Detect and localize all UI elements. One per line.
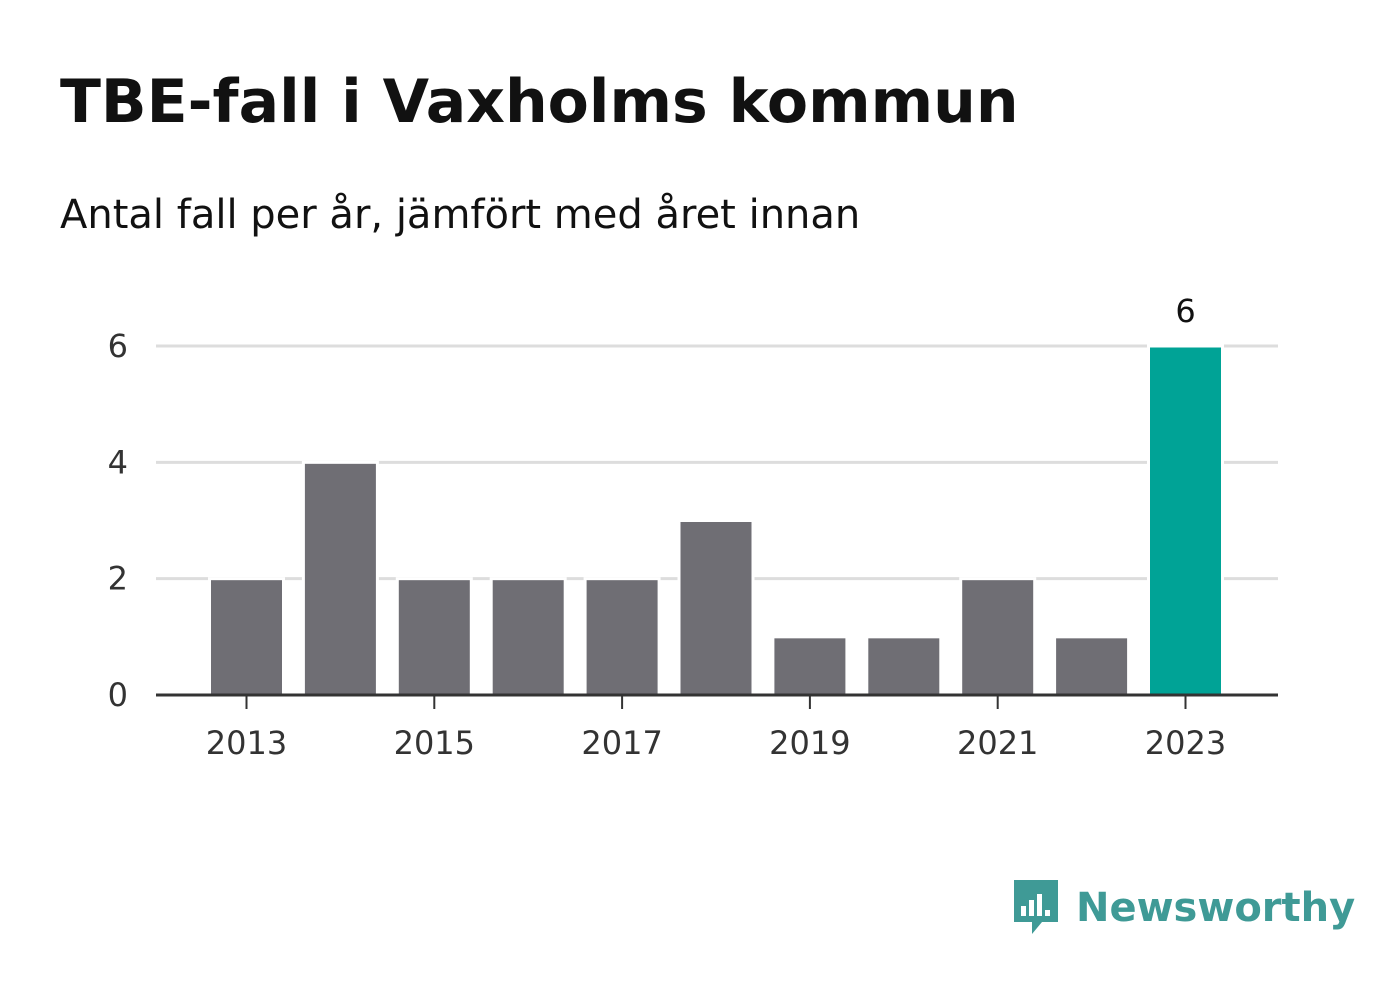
x-tick-label-2017: 2017 [581, 724, 662, 762]
bar-chart-speech-bubble-icon [1014, 880, 1058, 934]
bar-2017 [583, 577, 661, 697]
bar-2013 [208, 577, 285, 697]
bar-2014 [301, 460, 379, 697]
labels: 0 2 4 6 6 2013 2015 2017 2019 2021 2023 [108, 292, 1227, 762]
axes [156, 693, 1278, 709]
bar-2021 [959, 577, 1037, 697]
bar-2015 [395, 577, 473, 697]
x-tick-label-2013: 2013 [206, 724, 287, 762]
x-tick-label-2019: 2019 [769, 724, 850, 762]
data-label-2023: 6 [1175, 292, 1195, 330]
y-tick-label-6: 6 [108, 327, 128, 365]
chart-subtitle: Antal fall per år, jämfört med året inna… [60, 192, 861, 238]
x-tick-label-2015: 2015 [394, 724, 475, 762]
x-tick-label-2023: 2023 [1145, 724, 1226, 762]
brand-name: Newsworthy [1076, 885, 1356, 931]
brand-logo: Newsworthy [1010, 876, 1355, 940]
bar-2023 [1147, 344, 1224, 697]
bar-2020 [865, 635, 943, 697]
chart-title: TBE-fall i Vaxholms kommun [60, 67, 1019, 137]
bar-2018 [677, 519, 755, 697]
y-tick-label-4: 4 [108, 443, 128, 481]
bar-2019 [771, 635, 849, 697]
y-tick-label-0: 0 [108, 676, 128, 714]
x-tick-label-2021: 2021 [957, 724, 1038, 762]
bars [208, 344, 1224, 697]
bar-2022 [1053, 635, 1131, 697]
bar-2016 [489, 577, 567, 697]
y-tick-label-2: 2 [108, 560, 128, 598]
